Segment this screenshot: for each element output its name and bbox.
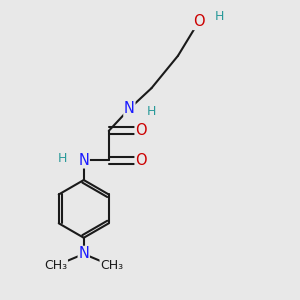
Text: N: N [78, 246, 89, 261]
Text: CH₃: CH₃ [44, 259, 67, 272]
Text: N: N [124, 101, 135, 116]
Text: H: H [57, 152, 67, 165]
Text: N: N [78, 153, 89, 168]
Text: O: O [135, 153, 147, 168]
Text: CH₃: CH₃ [100, 259, 123, 272]
Text: H: H [215, 10, 224, 23]
Text: H: H [146, 105, 156, 118]
Text: O: O [193, 14, 204, 29]
Text: O: O [135, 123, 147, 138]
